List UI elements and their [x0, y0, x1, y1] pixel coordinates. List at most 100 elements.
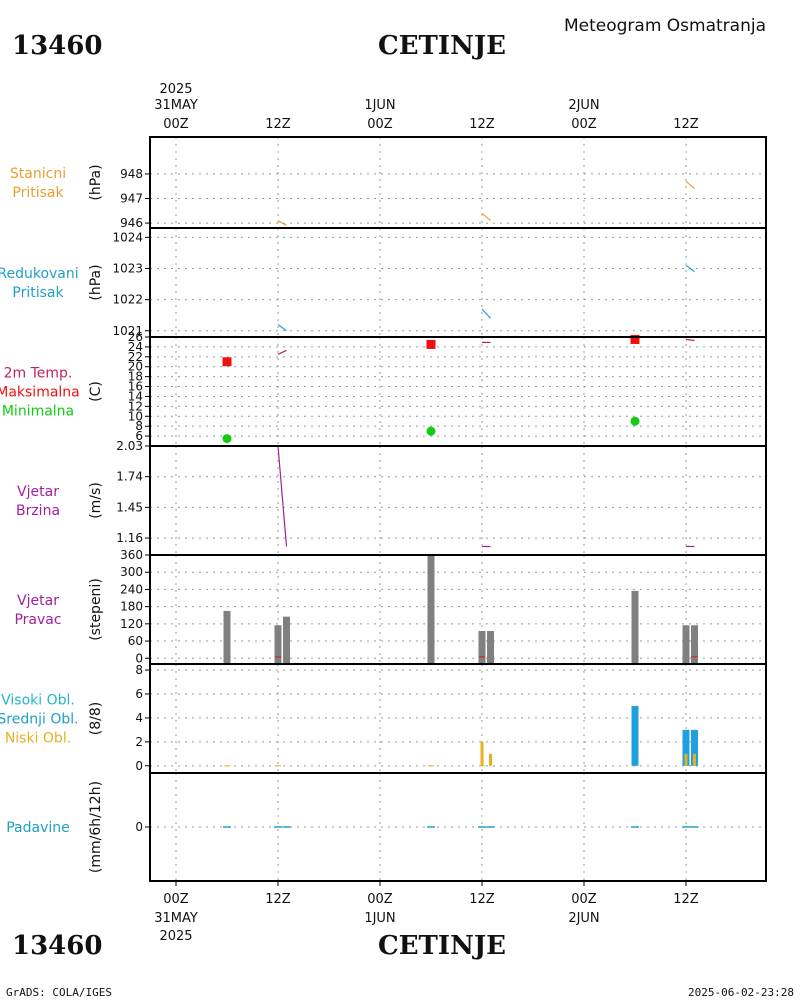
y-tick-label: 16	[128, 380, 143, 394]
y-tick-label: 300	[120, 565, 143, 579]
y-tick-label: 1.74	[116, 470, 143, 484]
y-tick-label: 0	[135, 759, 143, 773]
y-tick-label: 1021	[112, 324, 143, 338]
series-visoki-obl-	[631, 705, 698, 766]
parameter-label: Maksimalna	[0, 385, 80, 401]
y-tick-label: 1.16	[116, 531, 143, 545]
bar	[478, 631, 486, 664]
top-date-label: 31MAY	[154, 98, 198, 113]
parameter-label: Vjetar	[17, 593, 59, 609]
footer-credit: GrADS: COLA/IGES	[6, 986, 112, 999]
bar	[693, 753, 696, 766]
y-axis-unit: (C)	[88, 381, 104, 402]
series-brzina-vjetra	[277, 445, 695, 548]
y-tick-label: 360	[120, 548, 143, 562]
y-tick-label: 1022	[112, 293, 143, 307]
bar	[480, 741, 484, 766]
y-tick-label: 120	[120, 617, 143, 631]
y-tick-label: 1024	[112, 230, 143, 244]
bottom-date-label: 1JUN	[364, 911, 395, 926]
min-temp-point	[222, 434, 232, 444]
series-pravac-vjetra	[223, 555, 698, 664]
y-tick-label: 26	[128, 330, 143, 344]
y-tick-label: 1.45	[116, 500, 143, 514]
y-tick-label: 6	[135, 687, 143, 701]
panel-stanicni-pritisak: 946 947 948 (hPa) Stanicni Pritisak	[10, 137, 766, 230]
y-tick-label: 2.03	[116, 439, 143, 453]
series-minimalna	[222, 416, 640, 444]
line-segment	[277, 324, 287, 332]
y-tick-label: 60	[128, 634, 143, 648]
y-axis-unit: (8/8)	[88, 702, 104, 735]
plot-frame	[149, 136, 767, 882]
y-tick-label: 14	[128, 389, 143, 403]
top-hour-label: 12Z	[265, 117, 291, 132]
parameter-label: Srednji Obl.	[0, 712, 79, 728]
bottom-time-axis: 2025 00Z 31MAY 12Z 00Z 1JUN 12Z 00Z 2JUN 12Z	[154, 892, 699, 944]
line-segment	[685, 264, 695, 273]
line-segment	[685, 338, 695, 342]
y-tick-label: 6	[135, 429, 143, 443]
parameter-label: 2m Temp.	[4, 366, 73, 382]
y-axis-unit: (hPa)	[88, 164, 104, 200]
y-tick-label: 240	[120, 582, 143, 596]
series-niski-obl-	[480, 741, 696, 766]
bottom-hour-label: 12Z	[673, 892, 699, 907]
line-segment	[685, 180, 695, 190]
series-2m-temp-	[277, 338, 695, 355]
y-tick-label: 10	[128, 409, 143, 423]
footer-timestamp: 2025-06-02-23:28	[688, 986, 794, 999]
bar	[631, 705, 639, 766]
y-tick-label: 22	[128, 350, 143, 364]
y-tick-label: 0	[135, 820, 143, 834]
top-hour-label: 00Z	[163, 117, 189, 132]
series-redukovani-pritisak	[277, 264, 695, 332]
parameter-label: Pravac	[14, 612, 61, 628]
meteogram-subtitle: Meteogram Osmatranja	[564, 16, 766, 36]
bottom-hour-label: 12Z	[265, 892, 291, 907]
parameter-label: Minimalna	[2, 404, 74, 420]
bar	[682, 729, 690, 766]
y-tick-label: 180	[120, 600, 143, 614]
y-tick-label: 24	[128, 340, 143, 354]
parameter-label: Vjetar	[17, 484, 59, 500]
min-temp-point	[630, 416, 640, 426]
y-tick-label: 948	[120, 167, 143, 181]
y-tick-label: 8	[135, 663, 143, 677]
station-name-top: CETINJE	[378, 31, 506, 61]
parameter-label: Stanicni	[10, 166, 66, 182]
top-hour-label: 00Z	[367, 117, 393, 132]
line-segment	[481, 212, 491, 222]
bar	[682, 625, 690, 664]
bottom-hour-label: 00Z	[367, 892, 393, 907]
bottom-year-label: 2025	[159, 929, 192, 944]
top-year-label: 2025	[159, 82, 192, 97]
top-date-label: 1JUN	[364, 98, 395, 113]
top-hour-label: 00Z	[571, 117, 597, 132]
y-tick-label: 947	[120, 191, 143, 205]
bar	[691, 625, 698, 664]
panels: 946947948(hPa)StanicniPritisak1021102210…	[0, 136, 767, 886]
line-segment	[481, 308, 491, 319]
parameter-label: Visoki Obl.	[1, 693, 75, 709]
bar	[487, 631, 494, 664]
parameter-label: Redukovani	[0, 266, 79, 282]
parameter-label: Padavine	[6, 820, 70, 836]
station-name-bottom: CETINJE	[378, 931, 506, 961]
line-segment	[277, 220, 287, 227]
parameter-label: Brzina	[16, 503, 60, 519]
y-tick-label: 0	[135, 651, 143, 665]
max-temp-point	[630, 334, 640, 344]
y-axis-unit: (mm/6h/12h)	[88, 781, 104, 873]
bottom-date-label: 2JUN	[568, 911, 599, 926]
bottom-hour-label: 12Z	[469, 892, 495, 907]
max-temp-point	[222, 357, 232, 367]
bar	[223, 610, 231, 664]
bar	[283, 616, 290, 664]
station-id-top: 13460	[12, 31, 102, 61]
max-temp-point	[426, 339, 436, 349]
top-hour-label: 12Z	[469, 117, 495, 132]
bar	[489, 753, 492, 766]
